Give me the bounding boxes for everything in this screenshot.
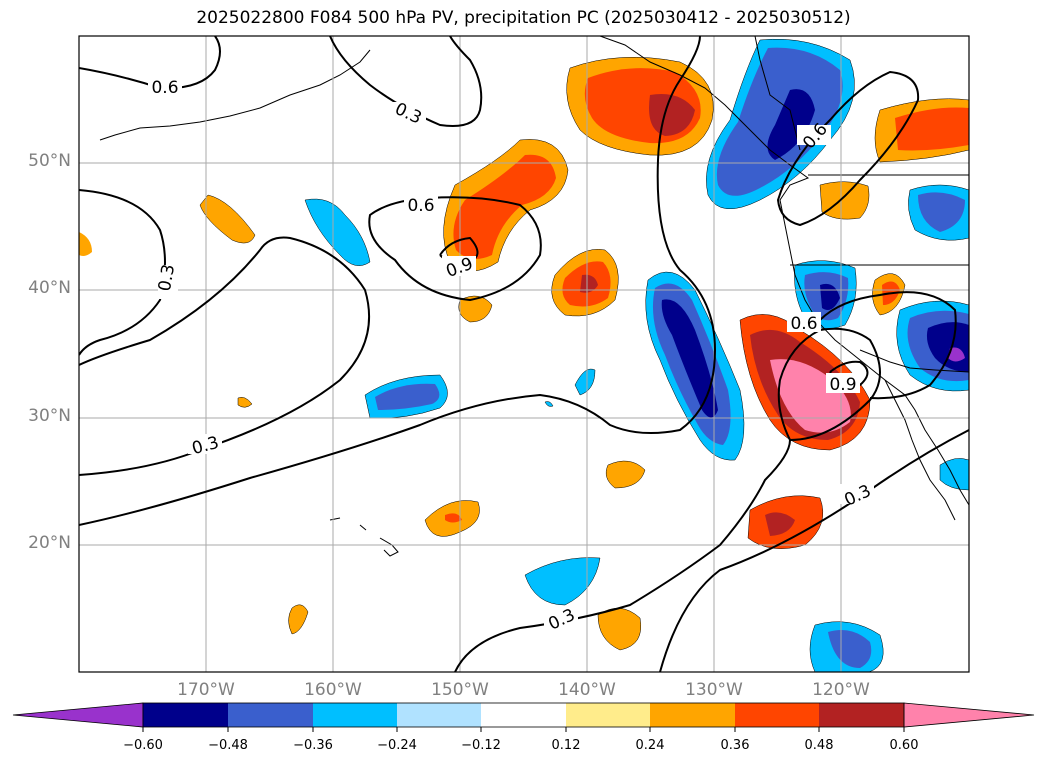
lon-label: 130°W [685, 680, 743, 700]
colorbar-tick-label: −0.36 [293, 738, 333, 753]
coastlines [99, 36, 969, 557]
lon-label: 140°W [558, 680, 616, 700]
colorbar-tick-label: 0.24 [635, 738, 665, 753]
lat-label: 50°N [28, 151, 71, 171]
contour-label: 0.9 [829, 375, 856, 395]
contour-label: 0.6 [407, 196, 434, 216]
map-frame [78, 35, 970, 673]
colorbar-swatch [819, 703, 904, 727]
map-area: 0.6 0.3 0.6 0.9 0.3 0.3 0.6 0.6 0.9 0.3 … [79, 36, 969, 672]
contour-label: 0.6 [790, 314, 817, 334]
colorbar-swatch [397, 703, 481, 727]
lat-label: 20°N [28, 533, 71, 553]
colorbar-extend-low [12, 702, 144, 728]
colorbar-tick-label: 0.36 [720, 738, 750, 753]
negative-precip-anomalies [304, 38, 969, 672]
colorbar-tick-label: 0.60 [889, 738, 919, 753]
colorbar-tick-label: −0.12 [461, 738, 501, 753]
lon-label: 120°W [812, 680, 870, 700]
colorbar-tick-label: 0.12 [551, 738, 581, 753]
colorbar-swatch [313, 703, 397, 727]
lat-label: 30°N [28, 406, 71, 426]
colorbar-swatch [143, 703, 228, 727]
colorbar [12, 702, 1035, 732]
lon-label: 170°W [177, 680, 235, 700]
colorbar-tick-label: −0.48 [208, 738, 248, 753]
plot-title: 2025022800 F084 500 hPa PV, precipitatio… [196, 8, 851, 28]
colorbar-swatch [228, 703, 313, 727]
colorbar-extend-high [903, 702, 1035, 728]
positive-precip-anomalies [79, 56, 969, 651]
lon-label: 160°W [304, 680, 362, 700]
contour-label: 0.3 [155, 263, 179, 293]
gridlines [79, 36, 969, 672]
colorbar-tick-label: −0.60 [123, 738, 163, 753]
colorbar-swatch [650, 703, 735, 727]
colorbar-swatch [566, 703, 650, 727]
colorbar-tick-label: 0.48 [804, 738, 834, 753]
lat-label: 40°N [28, 278, 71, 298]
lon-label: 150°W [431, 680, 489, 700]
colorbar-swatch [481, 703, 566, 727]
colorbar-tick-label: −0.24 [377, 738, 417, 753]
colorbar-swatch [735, 703, 819, 727]
contour-label: 0.6 [151, 78, 178, 98]
